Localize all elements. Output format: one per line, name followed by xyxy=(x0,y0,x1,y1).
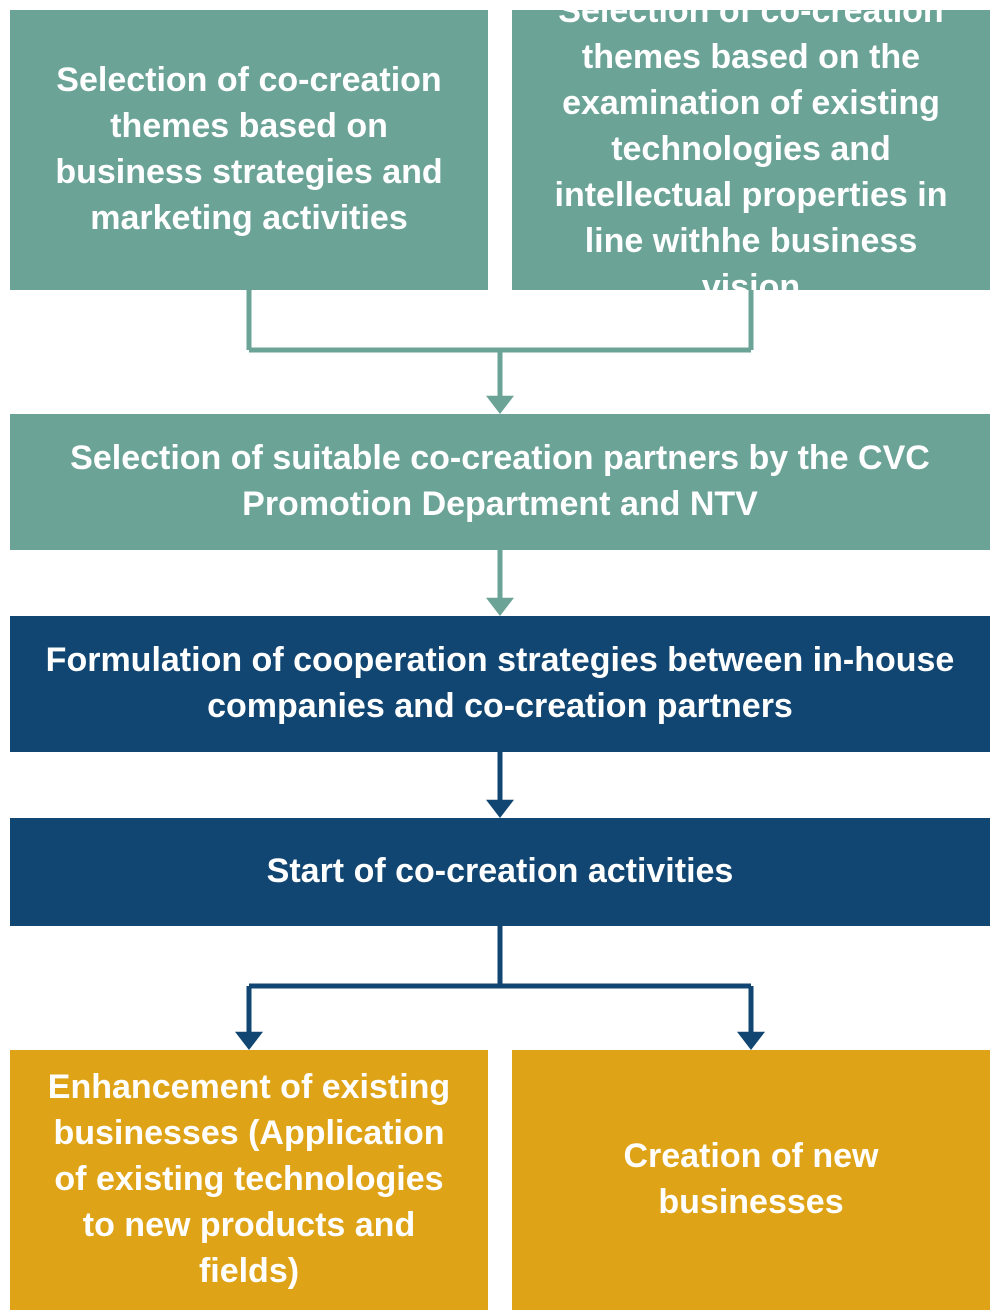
box-label: Creation of new businesses xyxy=(536,1134,966,1226)
box-enhancement-existing: Enhancement of existing businesses (Appl… xyxy=(10,1050,488,1310)
flowchart-container: Selection of co-creation themes based on… xyxy=(0,0,1000,1314)
box-creation-new: Creation of new businesses xyxy=(512,1050,990,1310)
box-label: Enhancement of existing businesses (Appl… xyxy=(34,1065,464,1294)
